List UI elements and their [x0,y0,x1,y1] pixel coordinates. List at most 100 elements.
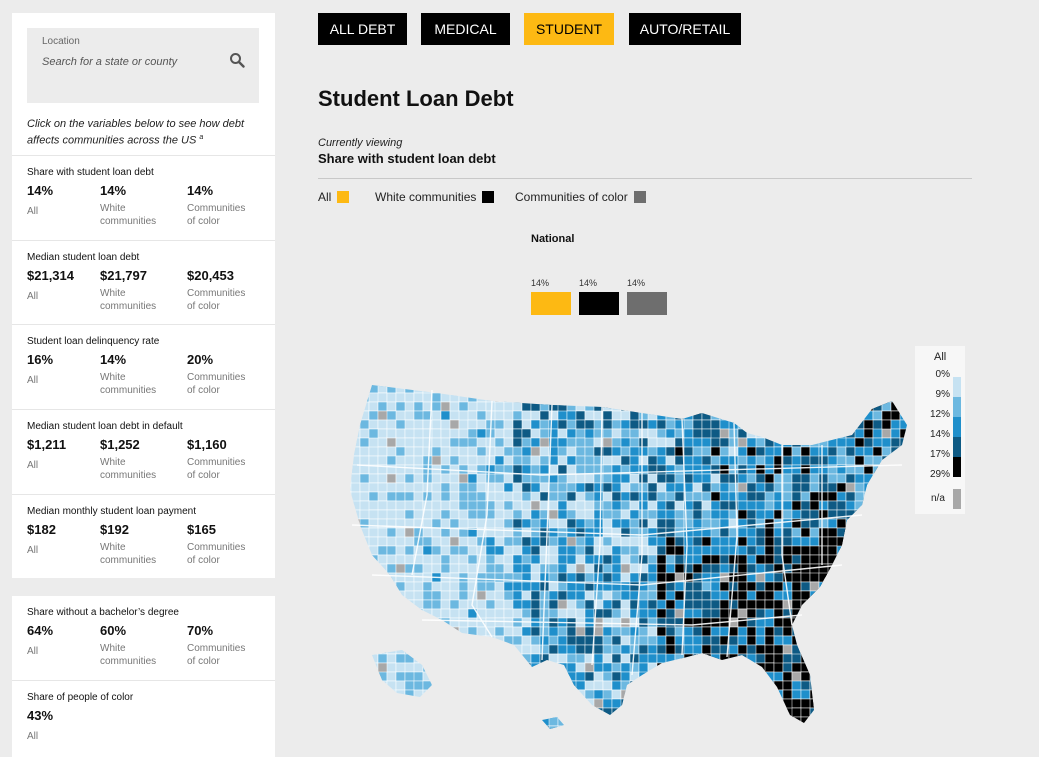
county-cell[interactable] [368,617,379,628]
county-cell[interactable] [764,500,775,511]
county-cell[interactable] [575,428,586,439]
county-cell[interactable] [395,617,406,628]
county-cell[interactable] [737,392,748,403]
county-cell[interactable] [342,608,352,619]
county-cell[interactable] [467,725,487,730]
county-cell[interactable] [521,662,532,673]
county-cell[interactable] [359,464,370,475]
county-cell[interactable] [521,608,532,619]
county-cell[interactable] [368,581,388,596]
county-cell[interactable] [809,384,820,394]
county-cell[interactable] [539,554,550,565]
county-cell[interactable] [512,671,523,682]
county-cell[interactable] [530,384,541,398]
county-cell[interactable] [414,375,423,384]
county-cell[interactable] [692,518,703,529]
county-cell[interactable] [692,437,703,448]
county-cell[interactable] [710,410,721,421]
county-cell[interactable] [647,545,658,556]
county-cell[interactable] [665,689,676,704]
county-cell[interactable] [719,662,730,673]
county-cell[interactable] [638,545,649,556]
county-cell[interactable] [521,689,532,700]
county-cell[interactable] [719,626,730,637]
county-cell[interactable] [503,482,514,493]
county-cell[interactable] [683,626,694,637]
county-cell[interactable] [809,572,820,583]
county-cell[interactable] [863,644,874,659]
county-cell[interactable] [503,392,514,403]
county-cell[interactable] [485,716,496,727]
county-cell[interactable] [485,653,496,664]
county-cell[interactable] [404,635,415,646]
county-cell[interactable] [863,590,874,601]
county-cell[interactable] [656,626,667,637]
county-cell[interactable] [863,563,874,574]
county-cell[interactable] [719,716,739,727]
variable-no-bachelors[interactable]: Share without a bachelor’s degree 64% All… [12,596,275,680]
county-cell[interactable] [359,707,370,718]
county-cell[interactable] [773,392,784,407]
county-cell[interactable] [458,689,469,700]
county-cell[interactable] [773,698,784,709]
county-cell[interactable] [521,392,541,403]
county-cell[interactable] [422,716,442,727]
county-cell[interactable] [665,563,676,574]
county-cell[interactable] [404,554,415,565]
county-cell[interactable] [845,626,865,641]
county-cell[interactable] [872,545,892,556]
county-cell[interactable] [764,536,775,547]
county-cell[interactable] [494,455,505,466]
county-cell[interactable] [890,608,909,619]
county-cell[interactable] [647,725,658,730]
county-cell[interactable] [899,527,909,538]
county-cell[interactable] [476,428,487,439]
county-cell[interactable] [512,518,523,529]
county-cell[interactable] [386,662,397,673]
county-cell[interactable] [494,635,505,646]
county-cell[interactable] [377,671,388,682]
county-cell[interactable] [800,482,811,493]
county-cell[interactable] [719,689,730,700]
county-cell[interactable] [854,545,865,556]
county-cell[interactable] [404,680,415,691]
county-cell[interactable] [368,599,379,610]
county-cell[interactable] [431,671,451,682]
county-cell[interactable] [521,464,532,475]
county-cell[interactable] [593,698,604,709]
county-cell[interactable] [899,698,909,713]
county-cell[interactable] [773,689,784,704]
county-cell[interactable] [710,653,721,664]
county-cell[interactable] [422,518,433,529]
county-cell[interactable] [422,545,433,556]
county-cell[interactable] [737,653,748,664]
county-cell[interactable] [872,671,883,682]
county-cell[interactable] [683,689,694,704]
county-cell[interactable] [638,491,649,502]
county-cell[interactable] [386,680,397,695]
county-cell[interactable] [512,644,523,655]
county-cell[interactable] [512,384,532,398]
county-cell[interactable] [845,419,856,430]
county-cell[interactable] [809,689,820,700]
county-cell[interactable] [836,635,847,646]
county-cell[interactable] [764,626,775,637]
county-cell[interactable] [494,716,505,727]
county-cell[interactable] [791,689,802,700]
county-cell[interactable] [773,419,784,430]
county-cell[interactable] [909,636,912,645]
county-cell[interactable] [440,446,451,457]
county-cell[interactable] [818,707,829,718]
county-cell[interactable] [386,653,397,664]
county-cell[interactable] [845,536,865,547]
county-cell[interactable] [854,707,865,718]
county-cell[interactable] [431,545,442,556]
county-cell[interactable] [440,725,460,730]
county-cell[interactable] [854,536,865,551]
county-cell[interactable] [692,392,703,403]
county-cell[interactable] [665,473,676,484]
county-cell[interactable] [566,473,577,484]
county-cell[interactable] [836,680,856,691]
county-cell[interactable] [521,725,541,730]
county-cell[interactable] [584,626,595,637]
